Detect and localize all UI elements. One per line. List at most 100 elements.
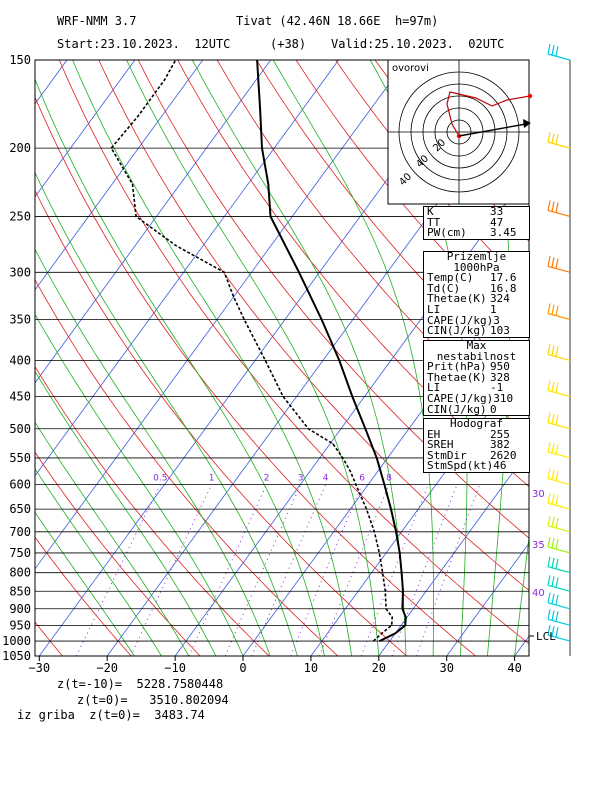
- dewpoint-point: [137, 115, 139, 117]
- lcl-label: LCL: [536, 630, 556, 643]
- wind-barb-flag: [547, 592, 551, 603]
- moist-adiabat-line: [35, 78, 325, 656]
- temperature-point: [267, 183, 269, 185]
- wind-barb-flag: [555, 414, 559, 426]
- pressure-tick-label: 850: [9, 584, 31, 598]
- panel-row: CIN(J/kg) 103: [424, 324, 529, 338]
- pressure-tick-label: 700: [9, 525, 31, 539]
- temperature-tick-label: 40: [507, 661, 521, 675]
- panel-row: StmSpd(kt) 46: [424, 461, 529, 472]
- panel-value: 47: [490, 215, 504, 229]
- wind-barb-flag: [555, 134, 559, 145]
- moist-adiabat-line: [35, 248, 271, 656]
- wind-speed-label: 40: [532, 588, 545, 599]
- wind-barb-shaft: [547, 353, 571, 361]
- dry-adiabat-line: [572, 60, 600, 656]
- mixing-ratio-label: 6: [359, 474, 365, 484]
- wind-barb-flag: [555, 539, 559, 550]
- panel-row: Thetae(K) 328: [424, 370, 529, 384]
- dry-adiabat-line: [35, 365, 270, 656]
- mixing-ratio-label: 0.5: [153, 474, 167, 484]
- panel-row: PW(cm) 3.45: [424, 226, 529, 240]
- panel-value: 382: [490, 438, 510, 452]
- panel-row: Thetae(K) 324: [424, 294, 529, 305]
- panel-row: LI -1: [424, 383, 529, 394]
- wind-barb-shaft: [547, 525, 571, 533]
- dewpoint-point: [391, 616, 393, 618]
- isotherm-line: [378, 449, 529, 656]
- temperature-tick-label: −20: [96, 661, 118, 675]
- wind-barb-shaft: [547, 209, 571, 218]
- wind-barb-flag: [547, 536, 551, 548]
- wind-barb-shaft: [547, 618, 571, 626]
- wind-barb-flag: [551, 257, 555, 268]
- wind-barb-flag: [551, 44, 555, 56]
- wind-barb-flag: [547, 303, 551, 314]
- model-name: WRF-NMM 3.7: [57, 14, 137, 28]
- isotherm-line: [583, 60, 600, 656]
- panel-row: LI 1: [424, 302, 529, 316]
- panel-row: CAPE(J/kg) 310: [424, 391, 529, 405]
- panel-value: 328: [490, 370, 510, 384]
- dewpoint-point: [175, 245, 177, 247]
- temperature-tick-label: 30: [439, 661, 453, 675]
- wind-barb-flag: [555, 517, 559, 529]
- panel-key: Temp(C): [427, 271, 474, 285]
- pressure-tick-label: 600: [9, 478, 31, 492]
- wind-barb-shaft: [547, 584, 571, 592]
- wind-barb-flag: [551, 381, 555, 392]
- panel-key: CIN(J/kg): [427, 324, 487, 338]
- pressure-tick-label: 750: [9, 546, 31, 560]
- wind-barb-flag: [551, 593, 555, 605]
- mixing-ratio-line: [130, 484, 213, 656]
- mixing-ratio-label: 8: [386, 474, 392, 484]
- mixing-ratio-label: 3: [298, 474, 304, 484]
- wind-barb-flag: [547, 609, 551, 620]
- indices-panel: K 33 TT 47 PW(cm) 3.45: [423, 206, 530, 240]
- wind-barb-flag: [551, 626, 555, 637]
- wind-barb-flag: [555, 558, 559, 570]
- panel-value: 17.6: [490, 271, 517, 285]
- wind-barb-shaft: [547, 566, 571, 574]
- mixing-ratio-line: [360, 484, 429, 656]
- panel-value: 3.45: [490, 226, 517, 240]
- wind-barb-flag: [555, 577, 559, 588]
- panel-value: 16.8: [490, 281, 517, 295]
- wind-barb-flag: [551, 610, 555, 621]
- wind-speed-label: 30: [532, 489, 545, 500]
- wind-barb-flag: [555, 594, 559, 606]
- isotherm-line: [35, 60, 272, 384]
- panel-value: 33: [490, 205, 504, 218]
- wind-barb-shaft: [547, 502, 571, 510]
- panel-key: StmDir: [427, 448, 467, 462]
- panel-value: 1: [490, 302, 497, 316]
- isotherm-line: [35, 60, 204, 291]
- wind-barb-flag: [551, 469, 555, 480]
- pressure-tick-label: 650: [9, 502, 31, 516]
- freezing-height-0: z(t=0)= 3510.802094: [77, 693, 229, 707]
- panel-key: StmSpd(kt): [427, 459, 494, 473]
- surface-panel: Prizemlje 1000hPa Temp(C) 17.6 Td(C) 16.8 The…: [423, 251, 530, 338]
- wind-barb-shaft: [547, 478, 571, 486]
- temperature-tick-label: 0: [239, 661, 246, 675]
- wind-barb-flag: [551, 442, 555, 454]
- wind-barb-flag: [547, 624, 551, 636]
- wind-barb-flag: [551, 576, 555, 587]
- wind-barb-shaft: [547, 141, 571, 149]
- pressure-tick-label: 400: [9, 353, 31, 367]
- panel-value: 310: [493, 391, 514, 405]
- wind-barb-flag: [555, 305, 559, 316]
- pressure-tick-label: 150: [9, 53, 31, 67]
- pressure-tick-label: 550: [9, 451, 31, 465]
- isotherm-line: [446, 542, 529, 656]
- isotherm-line: [35, 60, 339, 477]
- panel-title: Prizemlje 1000hPa: [446, 250, 507, 274]
- panel-value: 0: [490, 402, 497, 416]
- pressure-tick-label: 450: [9, 389, 31, 403]
- wind-barb-flag: [547, 344, 551, 355]
- station-name: Tivat (42.46N 18.66E h=97m): [236, 14, 439, 28]
- temperature-tick-label: 20: [372, 661, 386, 675]
- dewpoint-point: [131, 183, 134, 185]
- panel-value: 2620: [490, 448, 517, 462]
- wind-barb-flag: [551, 201, 555, 212]
